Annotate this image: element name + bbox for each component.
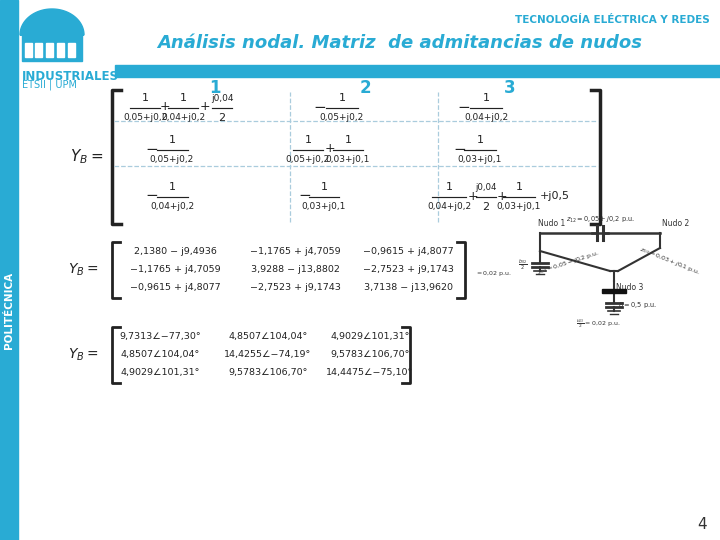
Bar — [35, 43, 42, 57]
Text: 0,04+j0,2: 0,04+j0,2 — [427, 202, 471, 211]
Text: 1: 1 — [179, 93, 186, 103]
Text: 0,05+j0,2: 0,05+j0,2 — [320, 113, 364, 122]
Text: 0,05+j0,2: 0,05+j0,2 — [123, 113, 167, 122]
Text: $=0{,}02$ p.u.: $=0{,}02$ p.u. — [475, 268, 512, 278]
Text: −: − — [145, 141, 158, 157]
Text: 3,7138 − j13,9620: 3,7138 − j13,9620 — [364, 284, 452, 293]
Text: 4,8507∠104,04°: 4,8507∠104,04° — [120, 350, 199, 360]
Text: 4: 4 — [698, 517, 707, 532]
Text: 4,9029∠101,31°: 4,9029∠101,31° — [120, 368, 199, 377]
Text: 9,5783∠106,70°: 9,5783∠106,70° — [228, 368, 307, 377]
Text: 2: 2 — [359, 79, 371, 97]
Text: $Y_B =$: $Y_B =$ — [68, 347, 98, 363]
Text: −1,1765 + j4,7059: −1,1765 + j4,7059 — [250, 247, 341, 256]
Bar — [0, 0, 18, 540]
Text: $z_{12}=0{,}05+j0{,}2$ p.u.: $z_{12}=0{,}05+j0{,}2$ p.u. — [565, 215, 634, 225]
Text: j0,04: j0,04 — [475, 183, 497, 192]
Text: POLITÉCNICA: POLITÉCNICA — [4, 272, 14, 348]
Text: −: − — [299, 188, 311, 204]
Text: Nudo 3: Nudo 3 — [616, 283, 644, 292]
Text: 2: 2 — [218, 113, 225, 123]
Text: +: + — [468, 190, 478, 202]
Text: 1: 1 — [516, 182, 523, 192]
Text: 1: 1 — [477, 135, 484, 145]
Text: 0,03+j0,1: 0,03+j0,1 — [497, 202, 541, 211]
Text: 0,05+j0,2: 0,05+j0,2 — [150, 155, 194, 164]
Text: −0,9615 + j4,8077: −0,9615 + j4,8077 — [363, 247, 454, 256]
Bar — [46, 43, 53, 57]
Bar — [57, 43, 64, 57]
Text: 1: 1 — [320, 182, 328, 192]
Text: 0,05+j0,2: 0,05+j0,2 — [286, 155, 330, 164]
Text: TECNOLOGÍA ELÉCTRICA Y REDES: TECNOLOGÍA ELÉCTRICA Y REDES — [516, 15, 710, 25]
Text: +: + — [497, 190, 508, 202]
Text: 1: 1 — [210, 79, 221, 97]
Bar — [602, 289, 626, 293]
Text: 4,9029∠101,31°: 4,9029∠101,31° — [330, 333, 410, 341]
Text: 0,04+j0,2: 0,04+j0,2 — [150, 202, 194, 211]
Text: −0,9615 + j4,8077: −0,9615 + j4,8077 — [130, 284, 220, 293]
Text: −: − — [454, 141, 467, 157]
Text: Nudo 2: Nudo 2 — [662, 219, 689, 228]
Text: −: − — [314, 99, 326, 114]
Bar — [25, 43, 32, 57]
Text: $Y_B =$: $Y_B =$ — [68, 262, 98, 278]
Text: 1: 1 — [482, 93, 490, 103]
Text: $B=0{,}5$ p.u.: $B=0{,}5$ p.u. — [618, 300, 657, 310]
Text: 3: 3 — [504, 79, 516, 97]
Text: 1: 1 — [168, 135, 176, 145]
Bar — [0, 0, 720, 105]
Bar — [22, 35, 82, 61]
Text: 0,04+j0,2: 0,04+j0,2 — [464, 113, 508, 122]
Text: +: + — [160, 100, 171, 113]
Text: 0,03+j0,1: 0,03+j0,1 — [302, 202, 346, 211]
Text: $Y_B =$: $Y_B =$ — [71, 147, 104, 166]
Text: 2: 2 — [482, 202, 490, 212]
Text: −2,7523 + j9,1743: −2,7523 + j9,1743 — [363, 266, 454, 274]
Text: +: + — [325, 143, 336, 156]
Text: 9,7313∠−77,30°: 9,7313∠−77,30° — [120, 333, 201, 341]
Text: 4,8507∠104,04°: 4,8507∠104,04° — [228, 333, 307, 341]
Text: −2,7523 + j9,1743: −2,7523 + j9,1743 — [250, 284, 341, 293]
Text: 2,1380 − j9,4936: 2,1380 − j9,4936 — [134, 247, 217, 256]
Text: $z_{03}=0{,}03+j0{,}1$ p.u.: $z_{03}=0{,}03+j0{,}1$ p.u. — [638, 245, 702, 278]
Text: $z_{02}=0{,}05-j0{,}2$ p.u.: $z_{02}=0{,}05-j0{,}2$ p.u. — [536, 248, 600, 278]
Text: +j0,5: +j0,5 — [540, 191, 570, 201]
Text: Análisis nodal. Matriz  de admitancias de nudos: Análisis nodal. Matriz de admitancias de… — [158, 34, 642, 52]
Text: Nudo 1: Nudo 1 — [538, 219, 565, 228]
Text: +: + — [199, 100, 210, 113]
Text: 1: 1 — [344, 135, 351, 145]
Bar — [115, 65, 720, 77]
Text: 0,03+j0,1: 0,03+j0,1 — [326, 155, 370, 164]
Text: $\frac{b_{02}}{2}$: $\frac{b_{02}}{2}$ — [518, 258, 528, 273]
Text: 0,03+j0,1: 0,03+j0,1 — [458, 155, 502, 164]
Text: j0,04: j0,04 — [211, 94, 233, 103]
Text: −: − — [145, 188, 158, 204]
Text: 1: 1 — [305, 135, 312, 145]
Bar — [68, 43, 75, 57]
Text: 0,04+j0,2: 0,04+j0,2 — [161, 113, 205, 122]
Text: 1: 1 — [338, 93, 346, 103]
Text: 1: 1 — [142, 93, 148, 103]
Polygon shape — [20, 9, 84, 35]
Text: $\frac{b_{03}}{2}=0{,}02$ p.u.: $\frac{b_{03}}{2}=0{,}02$ p.u. — [576, 317, 620, 329]
Text: −: − — [458, 99, 470, 114]
Text: 14,4255∠−74,19°: 14,4255∠−74,19° — [225, 350, 312, 360]
Text: 3,9288 − j13,8802: 3,9288 − j13,8802 — [251, 266, 339, 274]
Text: 14,4475∠−75,10°: 14,4475∠−75,10° — [326, 368, 413, 377]
Text: −1,1765 + j4,7059: −1,1765 + j4,7059 — [130, 266, 220, 274]
Text: 1: 1 — [446, 182, 452, 192]
Text: ETSII | UPM: ETSII | UPM — [22, 79, 77, 90]
Text: INDUSTRIALES: INDUSTRIALES — [22, 70, 119, 83]
Text: 9,5783∠106,70°: 9,5783∠106,70° — [330, 350, 410, 360]
Text: 1: 1 — [168, 182, 176, 192]
